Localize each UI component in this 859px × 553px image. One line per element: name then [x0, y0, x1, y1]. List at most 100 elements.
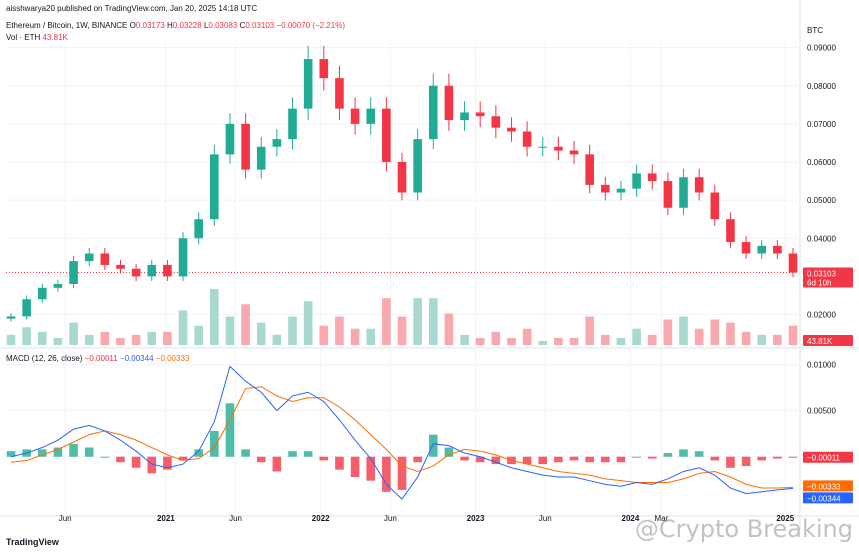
time-tick-label: Jun: [539, 514, 552, 523]
macd-histogram-bar: [366, 456, 376, 481]
volume-bar: [757, 334, 767, 345]
price-tick-label: 0.02000: [807, 311, 836, 320]
candle-body: [663, 181, 673, 208]
candle-body: [131, 268, 141, 277]
macd-histogram-bar: [147, 456, 157, 474]
symbol-legend[interactable]: Ethereum / Bitcoin, 1W, BINANCE O0.03173…: [6, 21, 345, 30]
macd-histogram-bar: [569, 456, 579, 461]
volume-bar: [616, 337, 626, 345]
candle-body: [507, 127, 516, 132]
candle-body: [616, 188, 626, 193]
macd-histogram-bar: [460, 456, 469, 461]
time-tick-label: 2023: [467, 514, 485, 523]
candle-body: [272, 139, 282, 147]
macd-histogram-bar: [350, 456, 360, 477]
candle-body: [350, 108, 360, 124]
macd-histogram-bar: [428, 434, 438, 457]
time-tick-label: 2025: [776, 514, 794, 523]
volume-bar: [788, 325, 798, 345]
candle-body: [288, 108, 297, 140]
volume-bar: [726, 322, 735, 345]
macd-histogram-bar: [554, 456, 563, 463]
candle-body: [37, 287, 47, 300]
macd-tick-label: 0.01000: [807, 361, 836, 370]
symbol-title: Ethereum / Bitcoin, 1W, BINANCE: [6, 21, 128, 30]
macd-histogram-bar: [475, 456, 485, 463]
volume-bar: [475, 337, 485, 345]
macd-histogram-bar: [413, 456, 422, 463]
macd-signal-value: −0.00333: [155, 354, 190, 363]
candle-body: [210, 154, 219, 220]
price-badge: 0.03103: [807, 269, 836, 278]
volume-bar: [84, 334, 94, 345]
macd-line: [10, 365, 794, 500]
volume-bar: [585, 316, 594, 345]
volume-bar: [22, 327, 31, 345]
volume-bar: [741, 331, 751, 345]
time-tick-label: 2024: [622, 514, 640, 523]
time-axis[interactable]: Jun 2021 Jun 2022 Jun 2023 Jun 2024 Mar 2025: [59, 514, 795, 523]
price-tick-label: 0.09000: [807, 44, 836, 53]
volume-bar: [147, 331, 157, 345]
volume-legend[interactable]: Vol · ETH 43.81K: [6, 33, 68, 42]
candle-body: [84, 253, 94, 262]
macd-histogram-bar: [69, 443, 78, 457]
volume-bar: [428, 298, 438, 345]
volume-bar: [210, 289, 219, 345]
candle-body: [428, 85, 438, 140]
candle-body: [460, 112, 469, 121]
macd-histogram-bar: [632, 456, 641, 458]
macd-histogram-bar: [788, 456, 798, 458]
candle-body: [710, 192, 720, 220]
volume-bar: [413, 298, 422, 345]
price-tick-label: 0.06000: [807, 158, 836, 167]
volume-bar: [303, 301, 313, 345]
candle-body: [53, 284, 63, 288]
candle-body: [22, 299, 31, 317]
macd-line-badge-bg: [803, 492, 853, 504]
price-tick-label: 0.08000: [807, 82, 836, 91]
tradingview-logo[interactable]: TradingView: [6, 537, 59, 547]
macd-histogram-bar: [194, 449, 203, 457]
time-tick-label: 2021: [157, 514, 175, 523]
candle-body: [178, 238, 188, 277]
macd-histogram-bar: [694, 451, 704, 457]
volume-bar: [773, 334, 782, 345]
candle-body: [444, 85, 454, 121]
candles: [6, 45, 798, 322]
candle-body: [647, 173, 657, 182]
price-tick-label: 0.04000: [807, 234, 836, 243]
candle-body: [694, 177, 704, 193]
macd-histogram-bar: [319, 456, 329, 461]
publish-line: aisshwarya20 published on TradingView.co…: [6, 4, 258, 13]
time-tick-label: Jun: [384, 514, 397, 523]
macd-histogram-bar: [585, 456, 594, 463]
volume-bar: [241, 304, 250, 345]
macd-histogram-bar: [757, 456, 767, 461]
macd-legend[interactable]: MACD (12, 26, close) −0.00011 −0.00344 −…: [6, 354, 189, 363]
volume-bar: [288, 316, 297, 345]
volume-bar: [710, 319, 720, 345]
volume-bar: [53, 337, 63, 345]
volume-bar: [131, 334, 141, 345]
candle-body: [741, 242, 751, 254]
macd-histogram-bar: [538, 456, 548, 465]
macd-histogram-bar: [710, 456, 720, 461]
macd-histogram-bar: [6, 451, 16, 457]
candle-body: [382, 108, 391, 162]
macd-axis[interactable]: 0.01000 0.00500: [807, 361, 836, 416]
candle-body: [601, 184, 610, 193]
macd-histogram-bar: [131, 456, 141, 468]
volume-bar: [194, 325, 203, 345]
volume-bar: [225, 316, 235, 345]
macd-histogram-bar: [491, 456, 501, 465]
macd-signal-badge-bg: [803, 480, 853, 492]
macd-histogram-bar: [303, 451, 313, 457]
price-badge-countdown: 6d 10h: [807, 278, 831, 287]
candle-body: [69, 261, 78, 284]
ohlc-values: O0.03173 H0.03228 L0.03083 C0.03103 −0.0…: [129, 21, 345, 30]
time-tick-label: 2022: [312, 514, 330, 523]
volume-bar: [116, 337, 125, 345]
